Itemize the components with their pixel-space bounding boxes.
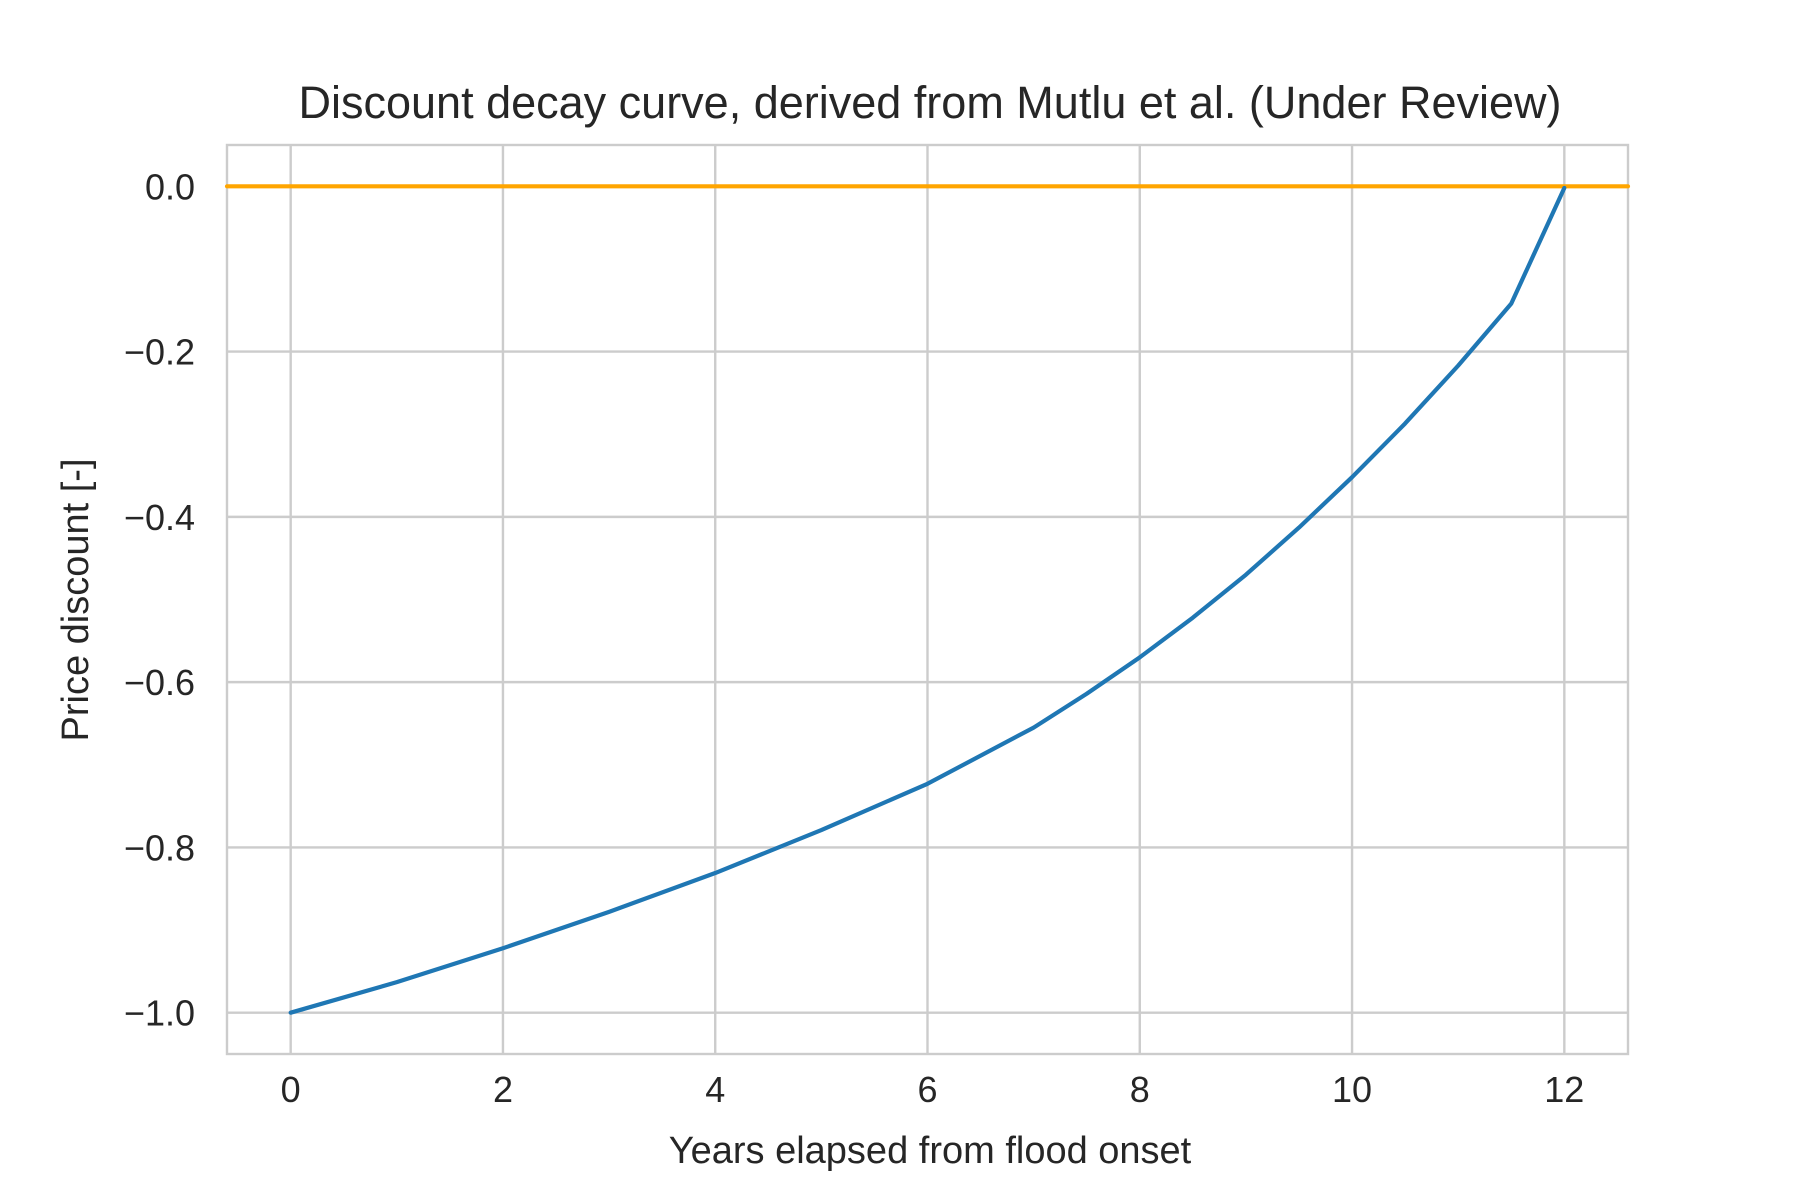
y-tick-label: 0.0 (145, 166, 195, 207)
y-tick-label: −0.8 (124, 827, 195, 868)
chart-title: Discount decay curve, derived from Mutlu… (299, 77, 1562, 128)
x-tick-label: 4 (705, 1069, 725, 1110)
grid-lines (227, 145, 1628, 1054)
x-tick-label: 10 (1332, 1069, 1372, 1110)
x-tick-label: 8 (1130, 1069, 1150, 1110)
plot-area-frame (225, 143, 1630, 1056)
x-tick-label: 12 (1544, 1069, 1584, 1110)
y-tick-label: −0.6 (124, 662, 195, 703)
y-tick-label: −1.0 (124, 993, 195, 1034)
series-lines (224, 184, 1631, 1015)
x-tick-label: 6 (917, 1069, 937, 1110)
discount-curve-line (288, 185, 1567, 1015)
tick-labels: 0 2 4 6 8 10 12 0.0 −0.2 −0.4 −0.6 −0.8 −1.0 (124, 166, 1584, 1110)
x-axis-label: Years elapsed from flood onset (669, 1130, 1192, 1172)
x-tick-label: 0 (281, 1069, 301, 1110)
y-axis-label: Price discount [-] (55, 459, 97, 742)
y-tick-label: −0.4 (124, 497, 195, 538)
y-tick-label: −0.2 (124, 332, 195, 373)
x-tick-label: 2 (493, 1069, 513, 1110)
